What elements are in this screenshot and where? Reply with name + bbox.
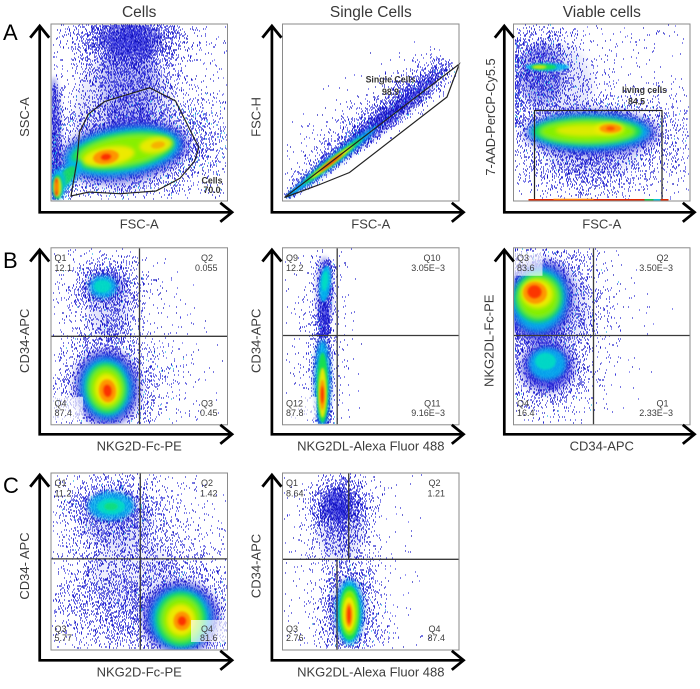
- svg-text:NKG2DL-Alexa Fluor 488: NKG2DL-Alexa Fluor 488: [297, 664, 444, 679]
- svg-text:Q1: Q1: [286, 478, 298, 488]
- svg-text:CD34-APC: CD34-APC: [570, 438, 634, 453]
- svg-text:2.76: 2.76: [286, 633, 304, 643]
- svg-text:3.50E−3: 3.50E−3: [639, 263, 673, 273]
- svg-text:Cells: Cells: [122, 4, 157, 21]
- svg-text:NKG2D-Fc-PE: NKG2D-Fc-PE: [97, 664, 183, 679]
- svg-text:16.4: 16.4: [517, 408, 535, 418]
- svg-text:84.5: 84.5: [628, 97, 645, 107]
- svg-text:Q4: Q4: [428, 624, 440, 634]
- svg-text:Q4: Q4: [517, 399, 529, 409]
- svg-text:Q12: Q12: [286, 399, 303, 409]
- svg-text:12.1: 12.1: [55, 263, 73, 273]
- svg-text:98.9: 98.9: [382, 87, 399, 97]
- svg-text:Q3: Q3: [517, 253, 529, 263]
- svg-text:Q3: Q3: [201, 399, 213, 409]
- svg-text:NKG2D-Fc-PE: NKG2D-Fc-PE: [97, 438, 183, 453]
- svg-text:Q3: Q3: [286, 624, 298, 634]
- svg-text:87.8: 87.8: [286, 408, 304, 418]
- svg-text:Viable cells: Viable cells: [563, 4, 641, 21]
- svg-text:CD34- APC: CD34- APC: [17, 532, 32, 599]
- svg-text:B: B: [3, 248, 18, 273]
- svg-text:0.055: 0.055: [195, 263, 218, 273]
- svg-text:8.64: 8.64: [286, 488, 304, 498]
- svg-text:CD34-APC: CD34-APC: [249, 534, 264, 598]
- svg-text:9.16E−3: 9.16E−3: [411, 408, 445, 418]
- svg-text:87.4: 87.4: [55, 408, 73, 418]
- svg-text:C: C: [3, 473, 19, 498]
- svg-text:NKG2DL-Fc-PE: NKG2DL-Fc-PE: [482, 294, 497, 387]
- svg-text:Q2: Q2: [428, 478, 440, 488]
- svg-text:1.21: 1.21: [427, 488, 445, 498]
- svg-text:FSC-A: FSC-A: [120, 216, 159, 231]
- svg-text:Q1: Q1: [55, 478, 67, 488]
- svg-text:Q11: Q11: [424, 399, 440, 409]
- svg-text:Q9: Q9: [286, 253, 298, 263]
- svg-text:7-AAD-PerCP-Cy5.5: 7-AAD-PerCP-Cy5.5: [483, 58, 498, 175]
- svg-text:87.4: 87.4: [427, 633, 445, 643]
- svg-text:11.2: 11.2: [55, 488, 72, 498]
- svg-text:Q4: Q4: [55, 399, 67, 409]
- svg-text:Q1: Q1: [656, 399, 668, 409]
- svg-text:70.0: 70.0: [203, 185, 220, 195]
- svg-text:12.2: 12.2: [286, 263, 304, 273]
- svg-text:Single Cells: Single Cells: [366, 75, 416, 85]
- svg-text:3.05E−3: 3.05E−3: [411, 263, 445, 273]
- svg-text:5.77: 5.77: [55, 633, 73, 643]
- svg-text:Q2: Q2: [201, 253, 213, 263]
- svg-text:FSC-A: FSC-A: [582, 216, 621, 231]
- svg-text:SSC-A: SSC-A: [17, 97, 32, 137]
- svg-text:83.6: 83.6: [517, 263, 535, 273]
- svg-text:Cells: Cells: [201, 176, 222, 186]
- svg-text:81.6: 81.6: [200, 633, 218, 643]
- svg-text:FSC-H: FSC-H: [249, 97, 264, 137]
- svg-text:Single Cells: Single Cells: [330, 4, 412, 21]
- svg-text:A: A: [3, 20, 18, 45]
- svg-text:Q2: Q2: [201, 478, 213, 488]
- svg-text:living cells: living cells: [622, 85, 667, 95]
- svg-text:2.33E−3: 2.33E−3: [639, 408, 673, 418]
- svg-text:Q3: Q3: [55, 624, 67, 634]
- svg-text:Q4: Q4: [201, 624, 213, 634]
- svg-text:0.45: 0.45: [200, 408, 218, 418]
- svg-text:1.42: 1.42: [200, 488, 218, 498]
- svg-text:NKG2DL-Alexa Fluor 488: NKG2DL-Alexa Fluor 488: [297, 438, 444, 453]
- svg-text:FSC-A: FSC-A: [351, 216, 390, 231]
- svg-text:Q10: Q10: [423, 253, 440, 263]
- svg-text:CD34-APC: CD34-APC: [17, 309, 32, 373]
- svg-text:Q1: Q1: [55, 253, 67, 263]
- svg-text:CD34-APC: CD34-APC: [249, 309, 264, 373]
- svg-text:Q2: Q2: [656, 253, 668, 263]
